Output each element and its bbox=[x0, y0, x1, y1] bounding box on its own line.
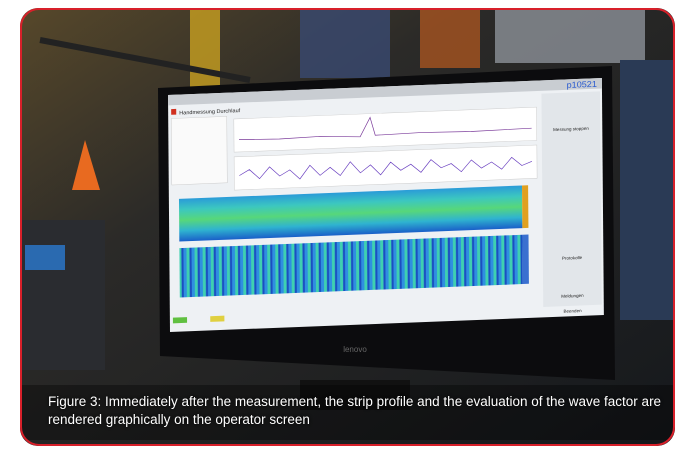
photo-content: lenovo p10521 Handmessung Durchlauf Mess… bbox=[0, 0, 683, 454]
screen-button: Meldungen bbox=[561, 293, 584, 299]
screen-id: p10521 bbox=[567, 79, 597, 90]
screen-button: Protokolle bbox=[562, 255, 583, 261]
screen-button: Beenden bbox=[563, 308, 582, 314]
page: lenovo p10521 Handmessung Durchlauf Mess… bbox=[0, 0, 683, 454]
screen: p10521 Handmessung Durchlauf Messung sto… bbox=[168, 78, 604, 332]
photo: lenovo p10521 Handmessung Durchlauf Mess… bbox=[0, 0, 683, 454]
brand: lenovo bbox=[343, 345, 367, 354]
caption: Figure 3: Immediately after the measurem… bbox=[48, 393, 668, 429]
